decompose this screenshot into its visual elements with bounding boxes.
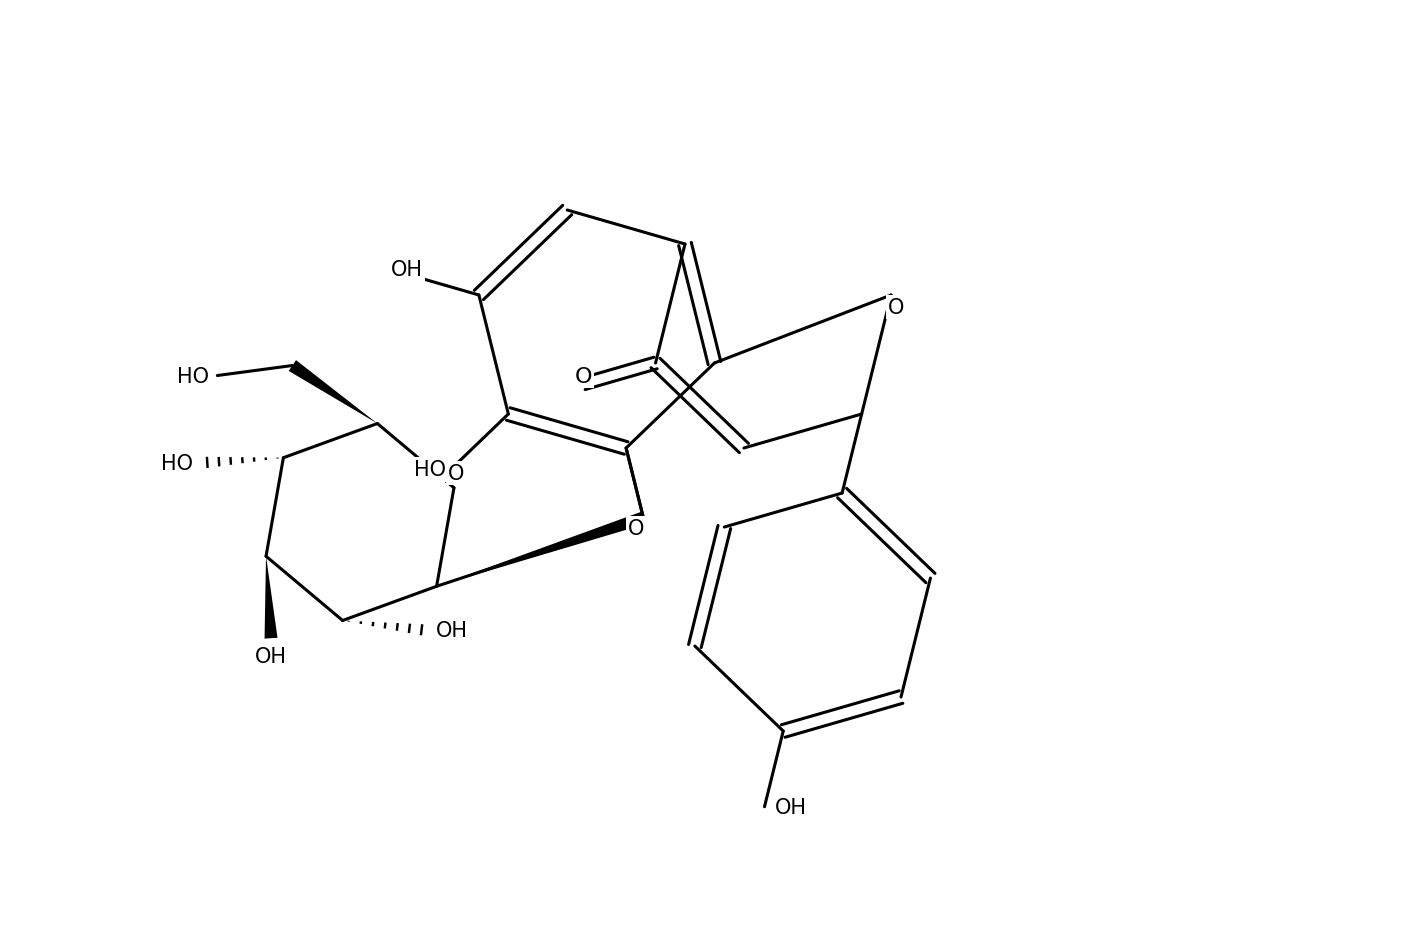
Text: OH: OH <box>255 646 287 667</box>
Text: O: O <box>448 464 465 483</box>
Text: OH: OH <box>435 621 467 641</box>
Text: HO: HO <box>414 460 446 480</box>
Text: HO: HO <box>162 453 193 473</box>
Text: OH: OH <box>391 260 422 280</box>
Polygon shape <box>265 556 277 639</box>
Text: OH: OH <box>774 797 807 817</box>
Text: O: O <box>574 366 593 387</box>
Text: HO: HO <box>177 366 210 387</box>
Text: O: O <box>628 518 645 539</box>
Polygon shape <box>289 361 377 424</box>
Text: O: O <box>888 298 904 318</box>
Polygon shape <box>436 513 645 587</box>
